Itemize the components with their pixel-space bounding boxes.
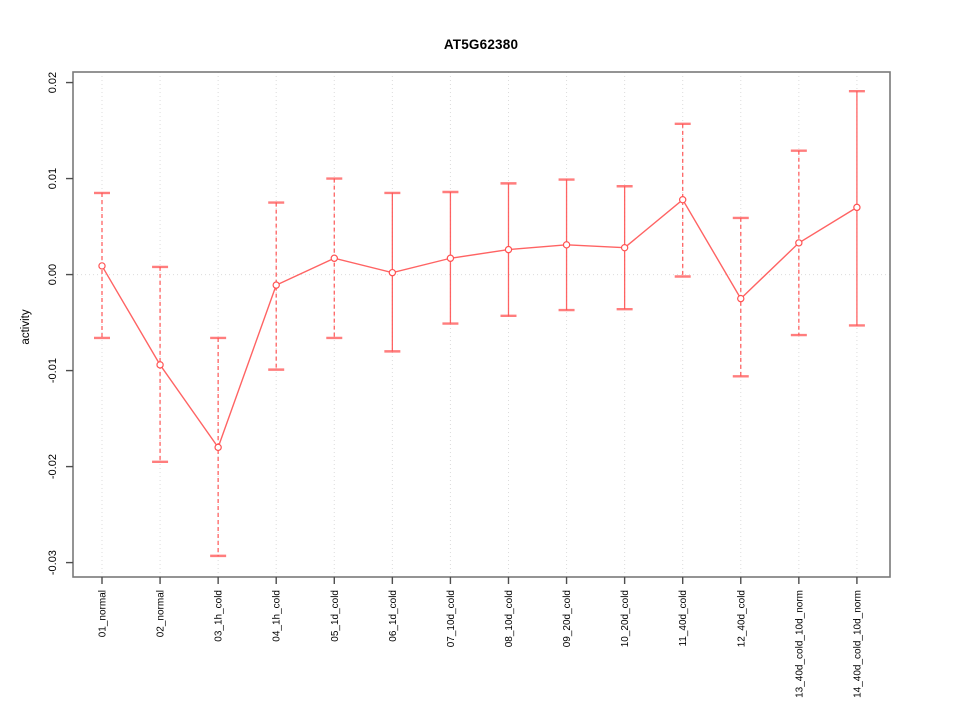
- data-point-marker: [795, 239, 803, 247]
- data-point-marker: [504, 245, 513, 254]
- y-tick-label: -0.02: [47, 454, 59, 479]
- data-point-marker: [446, 254, 455, 262]
- x-tick-label: 14_40d_cold_10d_norm: [852, 590, 863, 698]
- x-tick-label: 09_20d_cold: [562, 590, 573, 647]
- data-point-marker: [98, 262, 106, 270]
- x-tick-label: 10_20d_cold: [620, 590, 631, 647]
- x-tick-label: 05_1d_cold: [330, 590, 341, 642]
- y-tick-label: 0.02: [47, 72, 59, 93]
- x-tick-label: 07_10d_cold: [446, 590, 457, 647]
- y-tick-label: 0.00: [47, 264, 59, 285]
- data-point-marker: [737, 294, 745, 303]
- x-tick-label: 03_1h_cold: [214, 590, 225, 642]
- plot-frame: [72, 71, 891, 578]
- x-tick-label: 13_40d_cold_10d_norm: [794, 590, 805, 698]
- x-tick-label: 01_normal: [98, 590, 109, 637]
- data-point-marker: [853, 203, 861, 212]
- chart-title: AT5G62380: [443, 37, 519, 52]
- data-point-marker: [156, 361, 164, 369]
- data-point-marker: [272, 281, 280, 289]
- y-tick-label: -0.03: [47, 550, 59, 575]
- data-point-marker: [620, 243, 629, 252]
- x-tick-label: 11_40d_cold: [678, 590, 689, 647]
- data-point-marker: [388, 268, 397, 277]
- x-tick-label: 12_40d_cold: [736, 590, 747, 647]
- data-point-marker: [330, 254, 338, 262]
- x-tick-label: 06_1d_cold: [388, 590, 399, 642]
- x-tick-label: 08_10d_cold: [504, 590, 515, 647]
- data-point-marker: [214, 443, 222, 452]
- x-tick-label: 04_1h_cold: [272, 590, 283, 642]
- data-point-marker: [562, 241, 571, 249]
- y-tick-label: -0.01: [47, 358, 59, 383]
- data-point-marker: [679, 195, 687, 204]
- x-tick-label: 02_normal: [156, 590, 167, 637]
- y-tick-label: 0.01: [47, 168, 59, 189]
- series-line: [101, 198, 858, 449]
